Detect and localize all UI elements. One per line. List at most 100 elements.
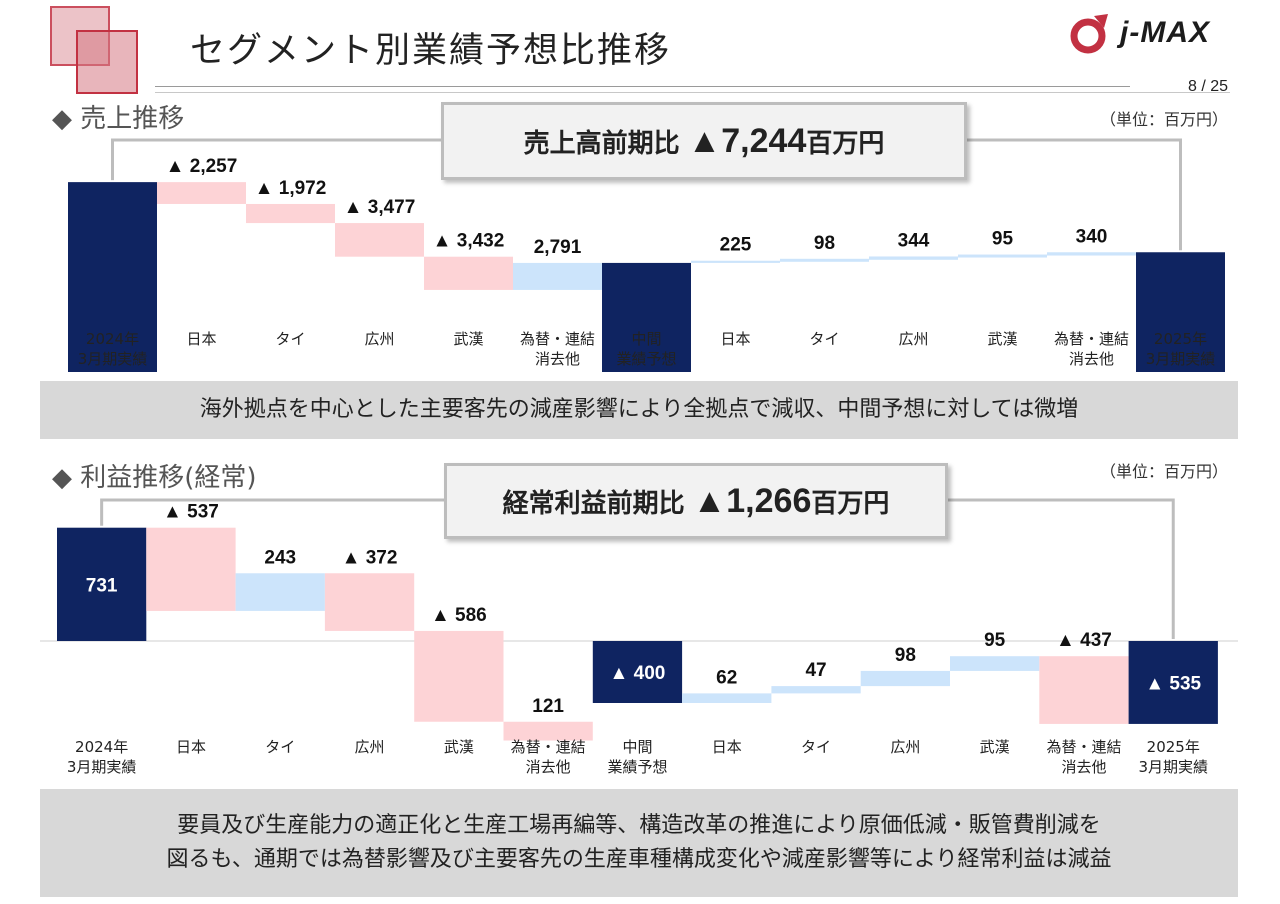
data-label-0: 731 — [86, 575, 118, 596]
data-label-9: 344 — [898, 230, 930, 251]
profit-summary-line2: 図るも、通期では為替影響及び主要客先の生産車種構成変化や減産影響等により経常利益… — [166, 847, 1112, 872]
category-label-7: 日本 — [712, 738, 742, 756]
data-label-5: 2,791 — [534, 237, 582, 258]
bar-2 — [246, 203, 335, 224]
data-label-5: 121 — [532, 696, 564, 717]
sales-callout: 売上高前期比 ▲7,244 百万円 — [441, 102, 967, 180]
data-label-6: ▲ 400 — [610, 663, 666, 684]
bar-11 — [1039, 656, 1129, 724]
category-label-11-line1: 消去他 — [1061, 758, 1106, 776]
data-label-3: ▲ 372 — [342, 547, 398, 568]
category-label-0-line0: 2024年 — [75, 738, 128, 756]
bar-4 — [424, 256, 513, 290]
category-label-12-line0: 2025年 — [1147, 738, 1200, 756]
data-label-10: 95 — [992, 229, 1014, 250]
data-label-4: ▲ 3,432 — [433, 231, 505, 252]
bar-9 — [860, 670, 950, 687]
data-label-4: ▲ 586 — [431, 605, 487, 626]
category-label-0-line0: 2024年 — [86, 330, 139, 348]
bar-5 — [513, 262, 602, 290]
data-label-8: 98 — [814, 233, 835, 254]
category-label-6-line0: 中間 — [631, 330, 661, 348]
sales-callout-label: 売上高前期比 — [523, 128, 680, 159]
data-label-9: 98 — [895, 645, 916, 666]
category-label-11-line1: 消去他 — [1069, 350, 1114, 368]
category-label-9: 広州 — [898, 330, 928, 348]
profit-summary-banner: 要員及び生産能力の適正化と生産工場再編等、構造改革の推進により原価低減・販管費削… — [40, 789, 1238, 897]
sales-callout-suffix: 百万円 — [806, 128, 885, 159]
profit-callout-value: ▲1,266 — [692, 481, 812, 520]
data-label-7: 62 — [716, 667, 737, 688]
category-label-4: 武漢 — [453, 330, 483, 348]
profit-callout-label: 経常利益前期比 — [502, 488, 685, 519]
category-label-12-line1: 3月期実績 — [1138, 758, 1208, 776]
bar-9 — [869, 256, 958, 260]
page-title: セグメント別業績予想比推移 — [190, 31, 672, 71]
category-label-4: 武漢 — [444, 738, 474, 756]
bar-5 — [503, 721, 593, 741]
data-label-10: 95 — [984, 630, 1006, 651]
category-label-8: タイ — [801, 738, 831, 756]
category-label-12-line0: 2025年 — [1154, 330, 1207, 348]
bar-3 — [335, 223, 424, 257]
data-label-7: 225 — [720, 235, 752, 256]
bar-12 — [1136, 252, 1225, 372]
profit-section-title: ◆ 利益推移(経常) — [52, 463, 257, 493]
bar-1 — [146, 527, 236, 611]
category-label-1: 日本 — [176, 738, 206, 756]
category-label-7: 日本 — [720, 330, 750, 348]
bar-0 — [68, 182, 157, 372]
sales-summary-text: 海外拠点を中心とした主要客先の減産影響により全拠点で減収、中間予想に対しては微増 — [199, 397, 1079, 422]
category-label-10: 武漢 — [980, 738, 1010, 756]
bar-1 — [157, 182, 246, 204]
sales-callout-value: ▲7,244 — [687, 121, 807, 160]
bar-10 — [958, 254, 1047, 258]
bar-8 — [771, 686, 861, 694]
profit-waterfall-chart: 731 2024年 3月期実績 ▲ 537 日本 243 タイ ▲ 372 広州 ▲ 586 武漢 1… — [40, 498, 1238, 776]
category-label-6-line0: 中間 — [622, 738, 652, 756]
page-number: 8 / 25 — [1187, 78, 1228, 95]
data-label-8: 47 — [805, 660, 826, 681]
title-rule — [155, 86, 1130, 87]
category-label-6-line1: 業績予想 — [607, 758, 667, 776]
bar-6 — [592, 641, 683, 703]
category-label-3: 広州 — [364, 330, 394, 348]
data-label-3: ▲ 3,477 — [344, 197, 416, 218]
profit-unit-label: （単位：百万円） — [1099, 462, 1228, 481]
title-rule-secondary — [155, 92, 1230, 93]
profit-callout-suffix: 百万円 — [811, 488, 890, 519]
data-label-1: ▲ 2,257 — [166, 156, 238, 177]
profit-callout: 経常利益前期比 ▲1,266 百万円 — [444, 463, 948, 539]
data-label-2: ▲ 1,972 — [255, 178, 327, 199]
category-label-11-line0: 為替・連結 — [1046, 738, 1121, 756]
bar-11 — [1047, 252, 1136, 256]
category-label-3: 広州 — [355, 738, 385, 756]
bar-0 — [57, 527, 147, 641]
bar-3 — [324, 573, 415, 631]
bar-6 — [602, 262, 691, 372]
category-label-6-line1: 業績予想 — [616, 350, 676, 368]
logo-text: j-MAX — [1120, 16, 1210, 49]
bar-7 — [682, 693, 772, 703]
data-label-11: 340 — [1076, 226, 1108, 247]
bar-4 — [414, 630, 504, 722]
jmax-logo-icon — [1070, 14, 1108, 54]
profit-summary-line1: 要員及び生産能力の適正化と生産工場再編等、構造改革の推進により原価低減・販管費削… — [177, 813, 1101, 838]
category-label-5-line0: 為替・連結 — [511, 738, 586, 756]
category-label-2: タイ — [275, 330, 305, 348]
category-label-8: タイ — [809, 330, 839, 348]
data-label-1: ▲ 537 — [163, 502, 219, 523]
data-label-12: ▲ 535 — [1145, 673, 1201, 694]
data-label-2: 243 — [264, 547, 296, 568]
category-label-12-line1: 3月期実績 — [1146, 350, 1216, 368]
category-label-0-line1: 3月期実績 — [67, 758, 137, 776]
decor-square-front — [76, 30, 138, 94]
category-label-5-line0: 為替・連結 — [520, 330, 595, 348]
sales-summary-banner: 海外拠点を中心とした主要客先の減産影響により全拠点で減収、中間予想に対しては微増 — [40, 381, 1238, 439]
category-label-0-line1: 3月期実績 — [78, 350, 148, 368]
sales-section-title: ◆ 売上推移 — [52, 104, 185, 134]
category-label-5-line1: 消去他 — [526, 758, 571, 776]
category-label-1: 日本 — [186, 330, 216, 348]
category-label-2: タイ — [265, 738, 295, 756]
